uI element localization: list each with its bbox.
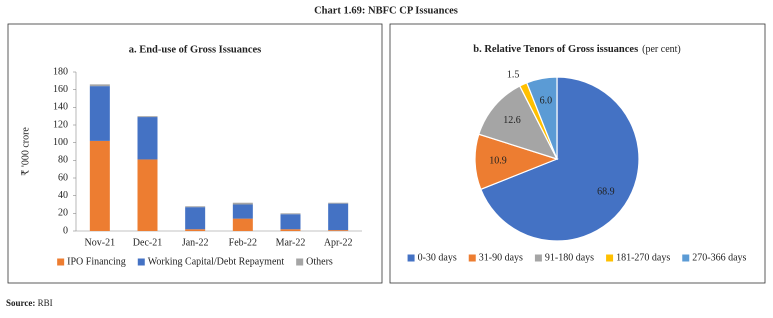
bar-segment — [232, 218, 253, 231]
y-tick-label: 160 — [53, 84, 68, 95]
bar-segment — [89, 84, 110, 87]
x-tick-label: Nov-21 — [85, 237, 116, 248]
legend-label: Others — [306, 256, 333, 267]
legend-swatch — [57, 258, 65, 266]
data-label: 6.0 — [540, 95, 553, 106]
bar-segment — [137, 159, 158, 231]
bar-segment — [328, 230, 349, 231]
bar-segment — [89, 86, 110, 141]
bar-segment — [89, 140, 110, 231]
data-label: 12.6 — [503, 115, 521, 126]
bar-segment — [232, 204, 253, 219]
y-tick-label: 120 — [53, 119, 68, 130]
bar-segment — [280, 213, 301, 215]
source-note: Source: RBI — [6, 298, 53, 308]
legend-label: 91-180 days — [545, 252, 594, 263]
bar-segment — [280, 214, 301, 230]
legend-label: IPO Financing — [67, 256, 126, 267]
x-tick-label: Dec-21 — [133, 237, 162, 248]
bar-segment — [328, 202, 349, 204]
panel-title: a. End-use of Gross Issuances — [129, 44, 262, 55]
x-tick-label: Mar-22 — [276, 237, 306, 248]
legend-swatch — [534, 254, 542, 262]
source: RBI — [37, 298, 53, 308]
source-label: Source: — [6, 298, 36, 308]
x-tick-label: Jan-22 — [182, 237, 209, 248]
pie-slice — [526, 76, 558, 160]
bar-segment — [185, 207, 206, 230]
legend-label: 181-270 days — [616, 252, 670, 263]
panel-title-text: b. Relative Tenors of Gross issuances — [473, 44, 638, 55]
y-axis-label: ₹ '000 crore — [20, 127, 31, 176]
panel-frame — [7, 23, 383, 284]
legend-label: 31-90 days — [479, 252, 523, 263]
x-tick-label: Feb-22 — [229, 237, 257, 248]
chart-title: Chart 1.69: NBFC CP Issuances — [314, 5, 458, 16]
panel-frame — [389, 23, 766, 284]
bar-segment — [328, 203, 349, 231]
bar-segment — [137, 117, 158, 160]
data-label: 68.9 — [597, 186, 615, 197]
y-tick-label: 80 — [58, 155, 68, 166]
panel-subtitle: (per cent) — [642, 44, 681, 55]
y-tick-label: 60 — [58, 172, 68, 183]
legend-swatch — [682, 254, 690, 262]
y-tick-label: 0 — [63, 225, 68, 236]
chart: Chart 1.69: NBFC CP Issuances a. End-use… — [7, 5, 766, 284]
legend-swatch — [296, 258, 304, 266]
pie-slice — [478, 85, 559, 161]
bar-segment — [185, 206, 206, 208]
y-tick-label: 100 — [53, 137, 68, 148]
legend: IPO Financing Working Capital/Debt Repaym… — [57, 256, 333, 267]
pie-slice — [480, 76, 640, 242]
bar-segment — [232, 202, 253, 205]
legend-label: Working Capital/Debt Repayment — [148, 256, 285, 267]
data-label: 1.5 — [507, 70, 520, 81]
legend-swatch — [606, 254, 614, 262]
y-tick-label: 40 — [58, 190, 68, 201]
y-tick-label: 20 — [58, 208, 68, 219]
legend-swatch — [137, 258, 145, 266]
x-tick-label: Apr-22 — [324, 237, 353, 248]
y-tick-label: 180 — [53, 66, 68, 77]
legend: 0-30 days 31-90 days 91-180 days 181-270 da… — [407, 252, 747, 263]
panel-title: b. Relative Tenors of Gross issuances (pe… — [473, 44, 681, 55]
legend-label: 0-30 days — [418, 252, 457, 263]
legend-swatch — [468, 254, 476, 262]
data-label: 10.9 — [489, 155, 507, 166]
legend-label: 270-366 days — [692, 252, 746, 263]
bar-segment — [280, 229, 301, 231]
bar-segment — [137, 116, 158, 118]
y-tick-label: 140 — [53, 102, 68, 113]
bar-segment — [185, 229, 206, 231]
legend-swatch — [407, 254, 415, 262]
